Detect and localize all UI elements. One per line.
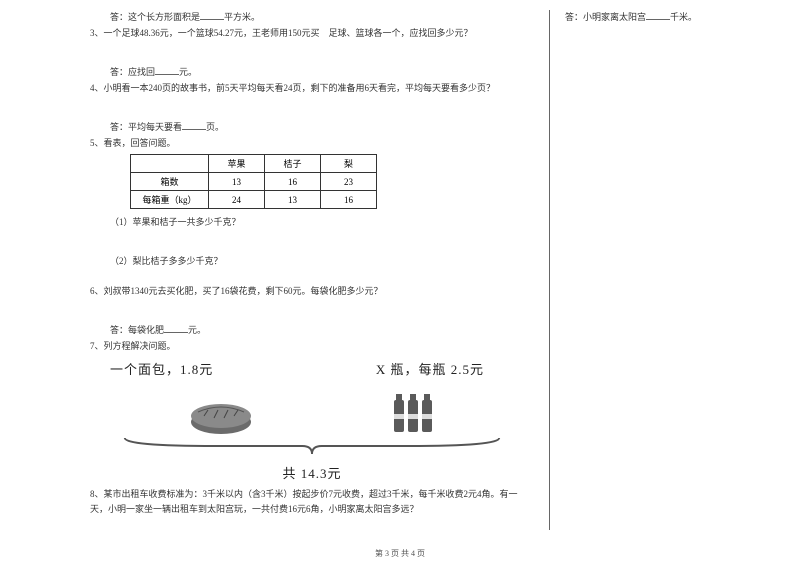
q2-ans-text: 答：这个长方形面积是 (110, 12, 200, 22)
q7-total: 共 14.3元 (282, 466, 341, 481)
q6-blank (164, 323, 188, 333)
table-cell: 23 (321, 173, 377, 191)
q4-ans-unit: 页。 (206, 122, 224, 132)
page-footer: 第 3 页 共 4 页 (0, 548, 800, 559)
q2-answer-line: 答：这个长方形面积是 平方米。 (90, 10, 534, 24)
q8-ans-unit: 千米。 (670, 12, 697, 22)
table-cell: 16 (321, 191, 377, 209)
q3-text: 3、一个足球48.36元，一个篮球54.27元，王老师用150元买 足球、篮球各… (90, 26, 534, 40)
table-header: 苹果 (209, 155, 265, 173)
left-column: 答：这个长方形面积是 平方米。 3、一个足球48.36元，一个篮球54.27元，王… (90, 10, 550, 530)
table-header (131, 155, 209, 173)
right-column: 答：小明家离太阳宫 千米。 (550, 10, 760, 530)
q7-text: 7、列方程解决问题。 (90, 339, 534, 353)
q3-ans-unit: 元。 (179, 67, 197, 77)
bottles-icon (388, 386, 438, 436)
q6-text: 6、刘叔带1340元去买化肥，买了16袋花费，剩下60元。每袋化肥多少元？ (90, 284, 534, 298)
q5-1-text: （1）苹果和桔子一共多少千克？ (90, 215, 534, 229)
q8-answer-line: 答：小明家离太阳宫 千米。 (565, 10, 760, 24)
table-cell: 13 (265, 191, 321, 209)
q6-ans-text: 答：每袋化肥 (110, 325, 164, 335)
q7-figure (120, 386, 504, 436)
q6-answer-line: 答：每袋化肥 元。 (90, 323, 534, 337)
table-cell: 16 (265, 173, 321, 191)
q2-blank (200, 10, 224, 20)
q7-right-label: X 瓶，每瓶 2.5元 (376, 359, 484, 378)
q3-ans-text: 答：应找回 (110, 67, 155, 77)
table-cell: 箱数 (131, 173, 209, 191)
table-header: 梨 (321, 155, 377, 173)
q8-text: 8、某市出租车收费标准为：3千米以内（含3千米）按起步价7元收费，超过3千米，每… (90, 487, 534, 516)
table-cell: 13 (209, 173, 265, 191)
bread-icon (186, 398, 256, 436)
table-row: 苹果 桔子 梨 (131, 155, 377, 173)
q5-2-text: （2）梨比桔子多多少千克？ (90, 254, 534, 268)
table-row: 箱数 13 16 23 (131, 173, 377, 191)
q5-text: 5、看表，回答问题。 (90, 136, 534, 150)
q8-blank (646, 10, 670, 20)
q4-text: 4、小明看一本240页的故事书，前5天平均每天看24页，剩下的准备用6天看完，平… (90, 81, 534, 95)
table-row: 每箱重（kg） 24 13 16 (131, 191, 377, 209)
q3-answer-line: 答：应找回 元。 (90, 65, 534, 79)
q4-answer-line: 答：平均每天要看 页。 (90, 120, 534, 134)
data-table: 苹果 桔子 梨 箱数 13 16 23 每箱重（kg） 24 13 16 (130, 154, 377, 209)
brace-icon (120, 436, 504, 456)
q4-ans-text: 答：平均每天要看 (110, 122, 182, 132)
q6-ans-unit: 元。 (188, 325, 206, 335)
table-cell: 每箱重（kg） (131, 191, 209, 209)
q7-left-label: 一个面包，1.8元 (110, 359, 213, 378)
q2-ans-unit: 平方米。 (224, 12, 260, 22)
q8-ans-text: 答：小明家离太阳宫 (565, 12, 646, 22)
q4-blank (182, 120, 206, 130)
q3-blank (155, 65, 179, 75)
table-cell: 24 (209, 191, 265, 209)
table-header: 桔子 (265, 155, 321, 173)
